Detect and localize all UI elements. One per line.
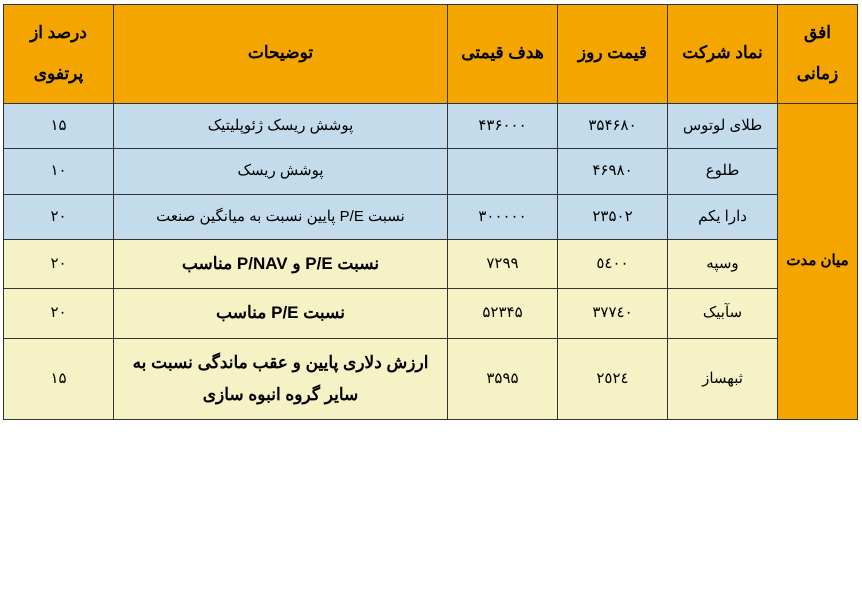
cell-symbol: ثبهساز [668,338,778,420]
cell-day-price: ٢٥٢٤ [558,338,668,420]
table-row: ثبهساز٢٥٢٤۳۵۹۵ارزش دلاری پایین و عقب مان… [4,338,858,420]
cell-description: پوشش ریسک [114,149,448,195]
horizon-cell: میان مدت [778,103,858,420]
portfolio-table: افق زمانی نماد شرکت قیمت روز هدف قیمتی ت… [3,4,858,420]
cell-pct: ۲۰ [4,240,114,289]
cell-target-price: ۵۲۳۴۵ [448,289,558,338]
cell-day-price: ٥٤٠٠ [558,240,668,289]
cell-symbol: وسپه [668,240,778,289]
cell-symbol: سآبیک [668,289,778,338]
cell-description: نسبت P/E مناسب [114,289,448,338]
cell-description: نسبت P/E و P/NAV مناسب [114,240,448,289]
header-day-price: قیمت روز [558,5,668,104]
cell-target-price: ۷۲۹۹ [448,240,558,289]
header-pct: درصد از پرتفوی [4,5,114,104]
cell-symbol: طلای لوتوس [668,103,778,149]
table-row: دارا یکم۲۳۵۰۲۳۰۰۰۰۰نسبت P/E پایین نسبت ب… [4,194,858,240]
header-description: توضیحات [114,5,448,104]
cell-symbol: طلوع [668,149,778,195]
cell-target-price: ۳۵۹۵ [448,338,558,420]
cell-target-price [448,149,558,195]
header-symbol: نماد شرکت [668,5,778,104]
table-row: سآبیک٣٧٧٤٠۵۲۳۴۵نسبت P/E مناسب۲۰ [4,289,858,338]
cell-target-price: ۴۳۶۰۰۰ [448,103,558,149]
cell-day-price: ۳۵۴۶۸۰ [558,103,668,149]
header-horizon: افق زمانی [778,5,858,104]
table-row: میان مدتطلای لوتوس۳۵۴۶۸۰۴۳۶۰۰۰پوشش ریسک … [4,103,858,149]
table-body: میان مدتطلای لوتوس۳۵۴۶۸۰۴۳۶۰۰۰پوشش ریسک … [4,103,858,420]
table-row: طلوع۴۶۹۸۰ پوشش ریسک۱۰ [4,149,858,195]
cell-day-price: ٣٧٧٤٠ [558,289,668,338]
cell-pct: ۱۵ [4,338,114,420]
cell-description: ارزش دلاری پایین و عقب ماندگی نسبت به سا… [114,338,448,420]
cell-pct: ۲۰ [4,194,114,240]
cell-description: نسبت P/E پایین نسبت به میانگین صنعت [114,194,448,240]
header-target-price: هدف قیمتی [448,5,558,104]
table-row: وسپه٥٤٠٠۷۲۹۹نسبت P/E و P/NAV مناسب۲۰ [4,240,858,289]
cell-pct: ۱۵ [4,103,114,149]
header-row: افق زمانی نماد شرکت قیمت روز هدف قیمتی ت… [4,5,858,104]
cell-symbol: دارا یکم [668,194,778,240]
cell-day-price: ۴۶۹۸۰ [558,149,668,195]
cell-description: پوشش ریسک ژئوپلیتیک [114,103,448,149]
cell-pct: ۲۰ [4,289,114,338]
cell-pct: ۱۰ [4,149,114,195]
cell-target-price: ۳۰۰۰۰۰ [448,194,558,240]
cell-day-price: ۲۳۵۰۲ [558,194,668,240]
